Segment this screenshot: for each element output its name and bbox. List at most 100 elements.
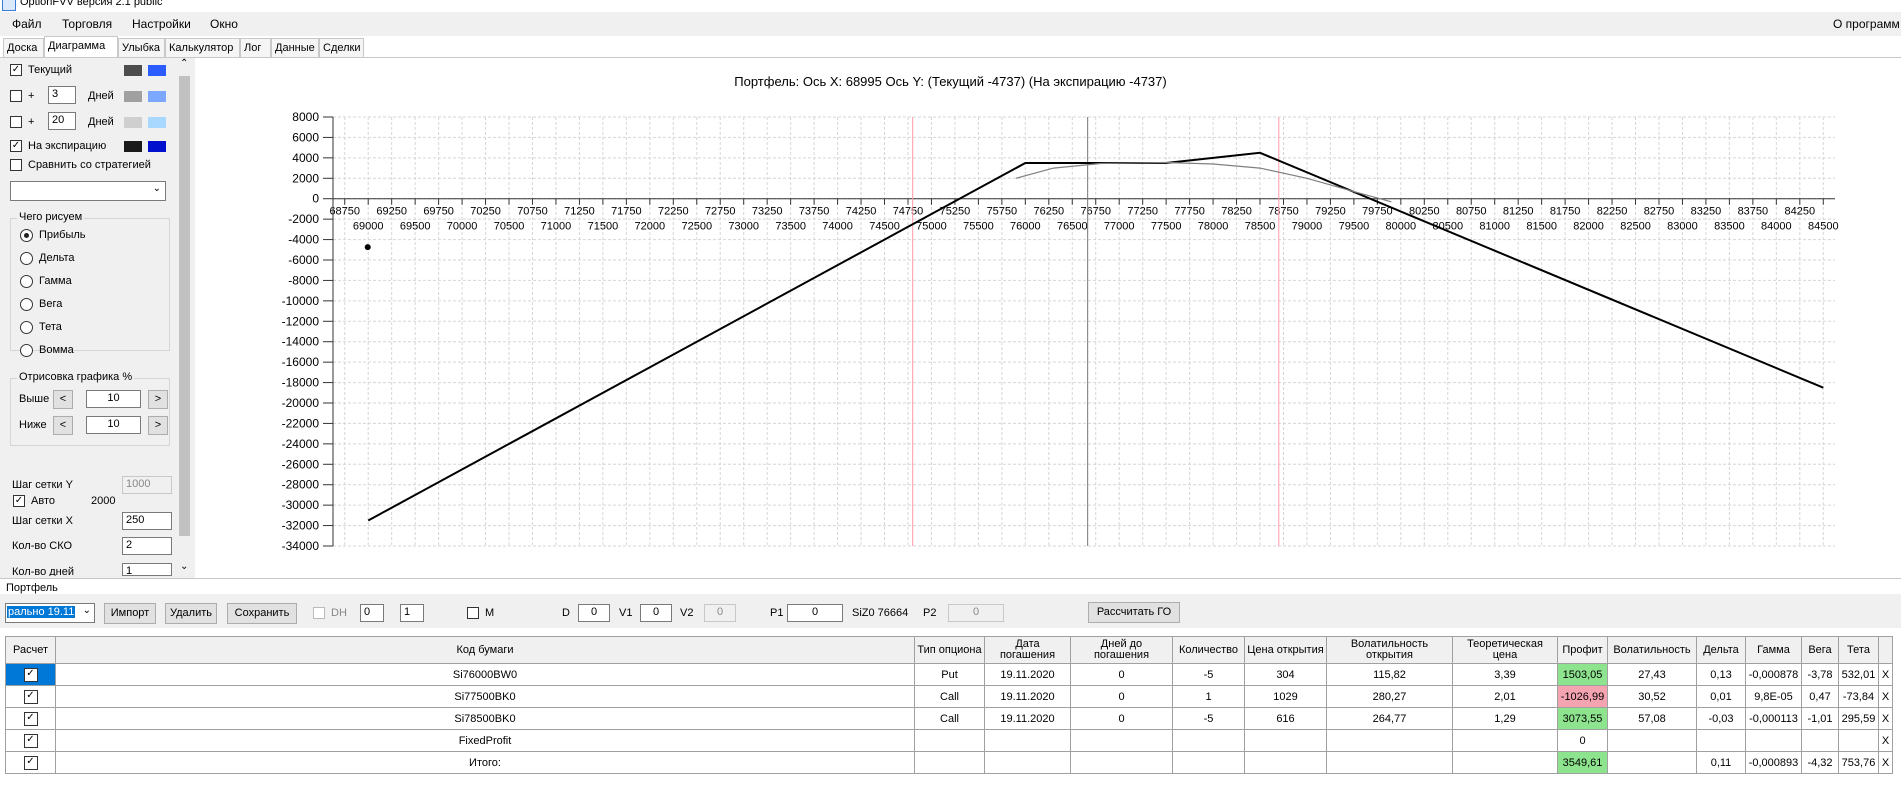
days2-color-swatch[interactable]	[124, 117, 142, 128]
spin2-input[interactable]: 1	[400, 604, 424, 622]
menu-trading[interactable]: Торговля	[62, 17, 113, 31]
left-panel-scrollbar[interactable]: ⌃ ⌄	[178, 58, 192, 574]
row-calc-checkbox[interactable]: ✓	[5, 751, 56, 774]
checkbox-icon[interactable]: ✓	[23, 689, 38, 704]
tab-log[interactable]: Лог	[240, 38, 271, 57]
auto-checkbox[interactable]: ✓	[13, 495, 25, 507]
row-close-button[interactable]: X	[1878, 663, 1893, 686]
scroll-thumb[interactable]	[179, 76, 190, 536]
column-header[interactable]: Дней до погашения	[1070, 636, 1173, 664]
calc-go-button[interactable]: Рассчитать ГО	[1088, 602, 1180, 623]
column-header[interactable]: Код бумаги	[55, 636, 915, 664]
days2-checkbox[interactable]	[10, 116, 22, 128]
table-row[interactable]: ✓ FixedProfit 0 X	[5, 729, 1893, 752]
checkbox-icon[interactable]: ✓	[23, 667, 38, 682]
below-increase-button[interactable]: >	[148, 416, 168, 435]
p1-input[interactable]: 0	[787, 604, 843, 622]
current-checkbox[interactable]: ✓	[10, 64, 22, 76]
save-button[interactable]: Сохранить	[227, 603, 297, 624]
column-header[interactable]: Количество	[1172, 636, 1245, 664]
days2-color-swatch-2[interactable]	[148, 117, 166, 128]
scroll-up-icon[interactable]: ⌃	[180, 58, 189, 69]
row-close-button[interactable]: X	[1878, 751, 1893, 774]
days1-checkbox[interactable]	[10, 90, 22, 102]
column-header[interactable]: Дата погашения	[984, 636, 1071, 664]
tab-diagram[interactable]: Диаграмма	[44, 36, 118, 58]
column-header[interactable]: Расчет	[5, 636, 56, 664]
m-checkbox[interactable]	[467, 607, 479, 619]
menu-file[interactable]: Файл	[12, 17, 42, 31]
row-calc-checkbox[interactable]: ✓	[5, 707, 56, 730]
p2-input[interactable]: 0	[948, 604, 1004, 622]
import-button[interactable]: Импорт	[104, 603, 156, 624]
tab-data[interactable]: Данные	[271, 38, 319, 57]
radio-delta[interactable]	[20, 252, 33, 265]
expiry-color-swatch-2[interactable]	[148, 141, 166, 152]
column-header[interactable]: Гамма	[1745, 636, 1802, 664]
row-calc-checkbox[interactable]: ✓	[5, 663, 56, 686]
column-header[interactable]: Профит	[1557, 636, 1608, 664]
radio-vomma[interactable]	[20, 344, 33, 357]
column-header[interactable]: Волатильность открытия	[1326, 636, 1453, 664]
tab-calculator[interactable]: Калькулятор	[165, 38, 240, 57]
table-row[interactable]: ✓ Si76000BW0 Put 19.11.2020 0 -5 304 115,82 3,39…	[5, 663, 1893, 686]
scroll-down-icon[interactable]: ⌄	[180, 561, 189, 572]
tab-smile[interactable]: Улыбка	[118, 38, 165, 57]
pnl-chart[interactable]: 8000 6000 4000 2000 0 -2000 -4000 -6000 -8000 -10…	[0, 0, 1901, 578]
dh-checkbox[interactable]	[313, 607, 325, 619]
tab-deals[interactable]: Сделки	[319, 38, 364, 57]
grid-y-input[interactable]: 1000	[122, 476, 172, 494]
column-header[interactable]: Цена открытия	[1244, 636, 1327, 664]
row-close-button[interactable]: X	[1878, 729, 1893, 752]
d-input[interactable]: 0	[578, 604, 610, 622]
above-increase-button[interactable]: >	[148, 390, 168, 409]
below-input[interactable]: 10	[86, 416, 141, 434]
delete-button[interactable]: Удалить	[165, 603, 217, 624]
table-row[interactable]: ✓ Итого: 3549,61 0,11 -0,000893 -4,32 753,76 X	[5, 751, 1893, 774]
table-cell	[1244, 751, 1327, 774]
v1-input[interactable]: 0	[640, 604, 672, 622]
days-count-input[interactable]: 1	[122, 563, 172, 576]
table-row[interactable]: ✓ Si77500BK0 Call 19.11.2020 0 1 1029 280,27 2,0…	[5, 685, 1893, 708]
column-header[interactable]: Дельта	[1696, 636, 1746, 664]
menu-about[interactable]: О программ	[1833, 17, 1900, 31]
row-close-button[interactable]: X	[1878, 685, 1893, 708]
expiry-color-swatch[interactable]	[124, 141, 142, 152]
tab-board[interactable]: Доска	[3, 38, 44, 57]
expiry-checkbox[interactable]: ✓	[10, 140, 22, 152]
days1-color-swatch-2[interactable]	[148, 91, 166, 102]
radio-vega[interactable]	[20, 298, 33, 311]
portfolio-select[interactable]: рально 19.11 ⌄	[5, 603, 95, 623]
radio-gamma[interactable]	[20, 275, 33, 288]
checkbox-icon[interactable]: ✓	[23, 733, 38, 748]
radio-profit[interactable]	[20, 229, 33, 242]
row-calc-checkbox[interactable]: ✓	[5, 729, 56, 752]
column-header[interactable]: Теоретическая цена	[1452, 636, 1558, 664]
days1-input[interactable]: 3	[48, 86, 76, 104]
below-decrease-button[interactable]: <	[53, 416, 73, 435]
menu-window[interactable]: Окно	[210, 17, 238, 31]
table-row[interactable]: ✓ Si78500BK0 Call 19.11.2020 0 -5 616 264,77 1,2…	[5, 707, 1893, 730]
column-header[interactable]: Тета	[1838, 636, 1879, 664]
checkbox-icon[interactable]: ✓	[23, 755, 38, 770]
days1-color-swatch[interactable]	[124, 91, 142, 102]
above-decrease-button[interactable]: <	[53, 390, 73, 409]
current-color-swatch[interactable]	[124, 65, 142, 76]
row-calc-checkbox[interactable]: ✓	[5, 685, 56, 708]
column-header[interactable]: Вега	[1801, 636, 1839, 664]
row-close-button[interactable]: X	[1878, 707, 1893, 730]
v2-input[interactable]: 0	[704, 604, 736, 622]
column-header[interactable]: Тип опциона	[914, 636, 985, 664]
radio-theta[interactable]	[20, 321, 33, 334]
compare-checkbox[interactable]	[10, 159, 22, 171]
menu-settings[interactable]: Настройки	[132, 17, 191, 31]
column-header[interactable]: Волатильность	[1607, 636, 1697, 664]
above-input[interactable]: 10	[86, 390, 141, 408]
current-color-swatch-2[interactable]	[148, 65, 166, 76]
checkbox-icon[interactable]: ✓	[23, 711, 38, 726]
spin1-input[interactable]: 0	[360, 604, 384, 622]
strategy-select[interactable]: ⌄	[10, 181, 166, 201]
grid-x-input[interactable]: 250	[122, 512, 172, 530]
sko-input[interactable]: 2	[122, 537, 172, 555]
days2-input[interactable]: 20	[48, 112, 76, 130]
